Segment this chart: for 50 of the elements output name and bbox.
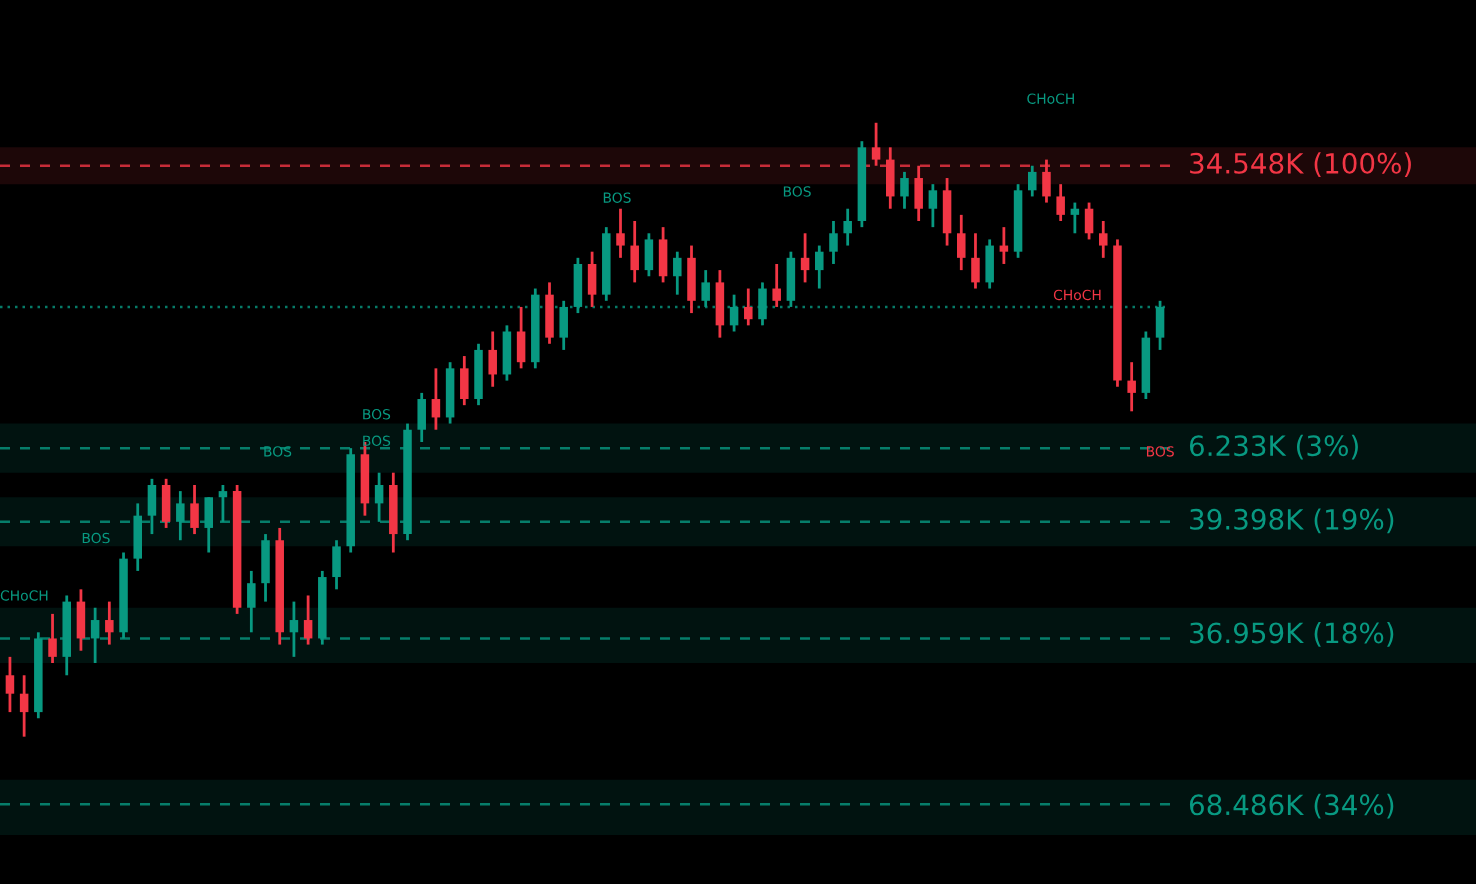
candlestick [1028,164,1037,198]
candlestick [76,587,86,653]
candlestick [772,262,781,309]
candlestick [261,532,270,603]
candlestick [19,673,29,739]
candlestick [48,612,57,665]
candlestick [502,323,512,382]
candlestick [957,213,966,272]
candlestick [744,287,753,327]
candlestick [431,366,441,432]
candlestick [516,305,526,370]
candlestick [545,281,554,346]
candlestick [900,170,909,211]
candlestick [5,655,15,714]
candlestick [105,600,114,646]
candlestick [587,250,597,309]
candlestick [815,244,824,290]
candlestick [928,182,938,229]
band-label: 68.486K (34%) [1189,793,1394,819]
candlestick [999,225,1009,266]
candlestick [971,231,980,290]
candlestick [1056,182,1065,223]
candlestick [715,268,725,340]
band-label: 39.398K (19%) [1190,508,1394,534]
candlestick [417,391,426,444]
candlestick [616,207,625,260]
candlestick [1099,219,1108,260]
candlestick [800,231,810,284]
candlestick [985,238,994,290]
candlestick [1084,201,1094,241]
candlestick [1070,201,1080,235]
candlestick [1127,360,1136,413]
candlestick [942,176,952,247]
candlestick [460,354,469,407]
candlestick [303,594,313,646]
candlestick [644,231,654,278]
candlestick [687,244,696,315]
candlestick [673,250,682,297]
candlestick [829,219,838,266]
band-label: 34.548K (100%) [1190,152,1411,178]
candlestick [247,569,256,634]
band-label: 36.959K (18%) [1190,621,1394,647]
candlestick [161,477,171,530]
candlestick [843,207,852,247]
candlestick [630,219,639,284]
candlestick [488,330,497,389]
candlestick [332,538,341,591]
candlestick [190,483,199,536]
band-label: 6.233K (3%) [1189,434,1358,460]
candlestick [658,225,668,284]
